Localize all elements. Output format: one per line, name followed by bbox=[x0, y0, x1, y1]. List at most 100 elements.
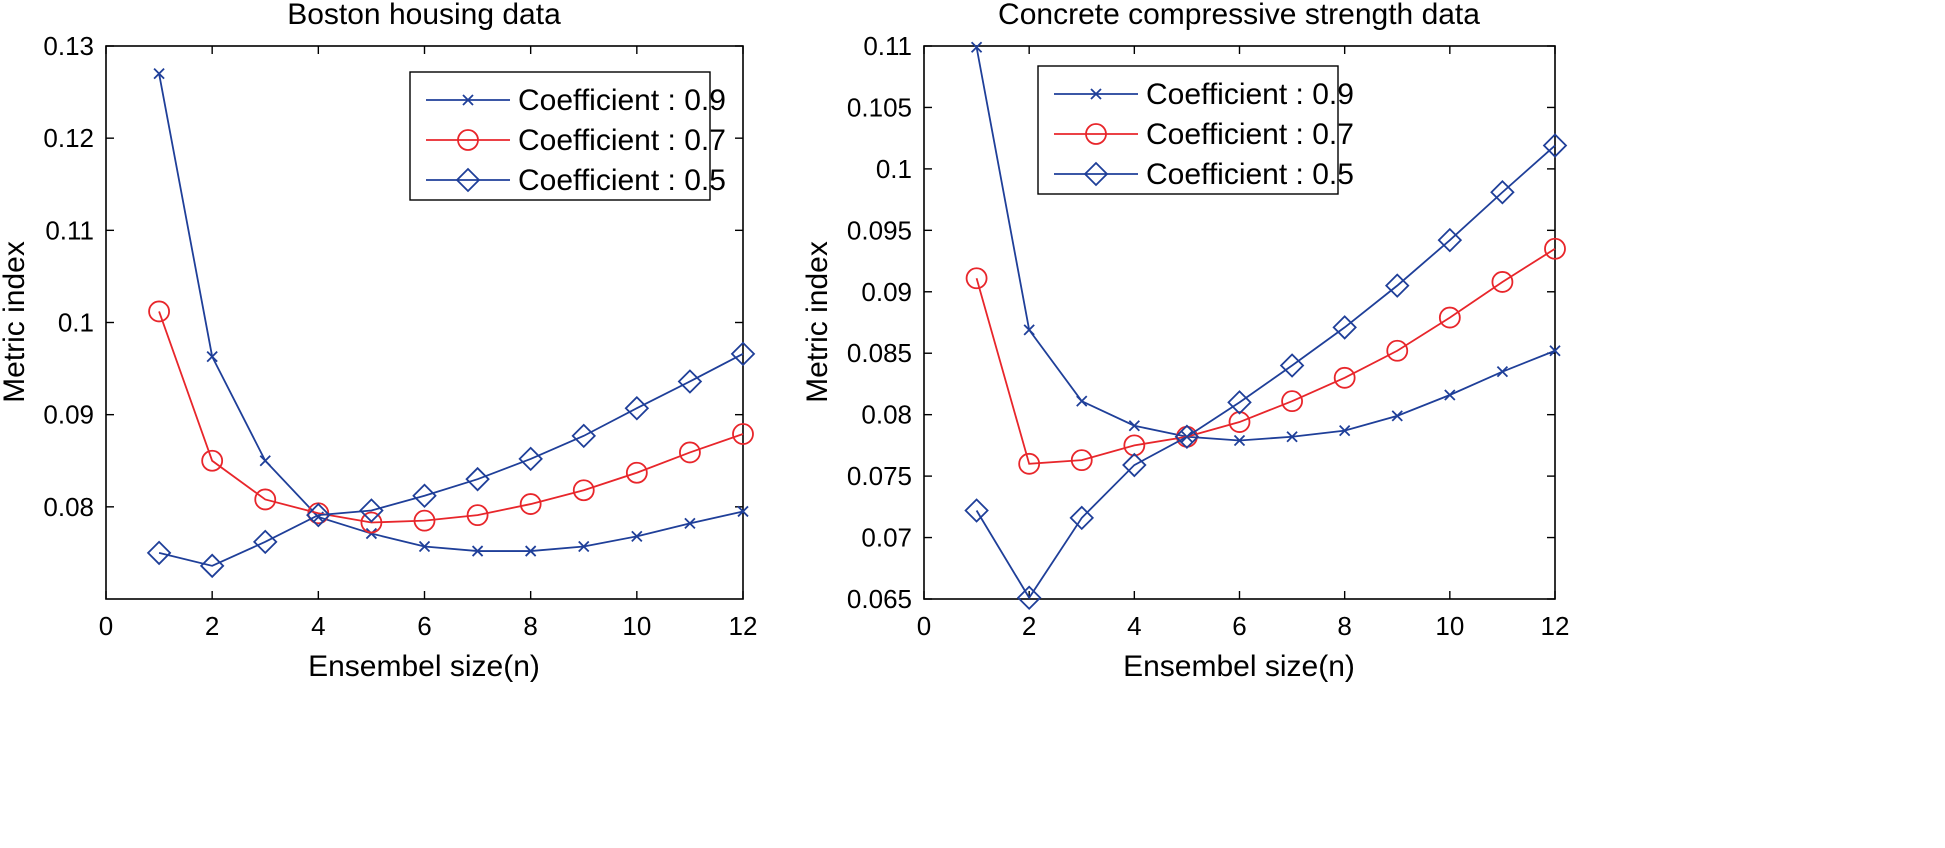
series-line bbox=[975, 144, 1556, 600]
series-line bbox=[158, 353, 744, 567]
data-point bbox=[199, 553, 225, 579]
x-tick-label: 4 bbox=[1127, 611, 1141, 641]
x-axis-label: Ensembel size(n) bbox=[1123, 650, 1355, 683]
data-point bbox=[1386, 339, 1409, 362]
legend-marker bbox=[462, 94, 474, 106]
y-tick-label: 0.09 bbox=[861, 277, 912, 307]
data-point bbox=[259, 455, 271, 467]
data-point bbox=[1490, 179, 1515, 205]
x-tick-label: 2 bbox=[1022, 611, 1036, 641]
x-tick-label: 12 bbox=[1541, 611, 1570, 641]
data-point bbox=[360, 511, 383, 534]
y-tick-label: 0.1 bbox=[876, 154, 912, 184]
data-point bbox=[1339, 425, 1351, 437]
y-tick-label: 0.11 bbox=[45, 215, 94, 245]
data-point bbox=[625, 461, 648, 484]
data-point bbox=[578, 540, 590, 553]
data-point bbox=[1542, 133, 1568, 158]
legend-box bbox=[409, 71, 711, 201]
data-point bbox=[677, 369, 703, 394]
data-point bbox=[206, 350, 218, 363]
legend: Coefficient : 0.9 Coefficient : 0.7 Coeffi… bbox=[1037, 65, 1354, 195]
data-point bbox=[148, 300, 170, 323]
legend-entry: Coefficient : 0.5 bbox=[518, 164, 726, 197]
series-circle bbox=[965, 237, 1566, 475]
x-tick-label: 0 bbox=[917, 611, 931, 641]
data-point bbox=[1122, 452, 1147, 478]
data-point bbox=[1279, 353, 1305, 378]
data-point bbox=[1174, 424, 1200, 450]
y-axis-label: Metric index bbox=[0, 241, 31, 403]
series-diamond bbox=[146, 341, 756, 579]
data-point bbox=[732, 423, 754, 445]
data-point bbox=[572, 479, 595, 502]
data-point bbox=[146, 540, 172, 566]
data-point bbox=[964, 498, 989, 523]
y-tick-label: 0.1 bbox=[58, 308, 94, 338]
data-point bbox=[624, 395, 650, 421]
y-tick-label: 0.075 bbox=[847, 461, 912, 491]
x-tick-label: 6 bbox=[1232, 611, 1246, 641]
y-tick-label: 0.08 bbox=[43, 492, 94, 522]
data-point bbox=[1549, 345, 1561, 357]
legend-entry: Coefficient : 0.5 bbox=[1146, 158, 1354, 191]
chart-title: Concrete compressive strength data bbox=[998, 0, 1480, 31]
data-point bbox=[1016, 585, 1042, 611]
x-tick-label: 6 bbox=[417, 611, 431, 641]
series-diamond bbox=[964, 133, 1568, 611]
series-line bbox=[158, 311, 744, 524]
data-point bbox=[737, 505, 749, 518]
y-tick-label: 0.07 bbox=[861, 523, 912, 553]
data-point bbox=[965, 267, 988, 290]
x-tick-label: 10 bbox=[622, 611, 651, 641]
series-circle bbox=[148, 300, 754, 534]
x-tick-label: 2 bbox=[205, 611, 219, 641]
data-point bbox=[1018, 452, 1041, 475]
data-point bbox=[1281, 390, 1303, 413]
data-point bbox=[306, 502, 331, 528]
chart-title: Boston housing data bbox=[287, 0, 561, 31]
y-tick-label: 0.11 bbox=[863, 31, 912, 61]
data-point bbox=[413, 509, 436, 532]
y-tick-label: 0.095 bbox=[847, 215, 912, 245]
legend-entry: Coefficient : 0.9 bbox=[1146, 78, 1354, 111]
data-point bbox=[252, 529, 278, 555]
data-point bbox=[1227, 390, 1252, 415]
data-point bbox=[1544, 237, 1566, 260]
data-point bbox=[359, 498, 384, 523]
data-point bbox=[201, 449, 224, 472]
x-tick-label: 8 bbox=[1337, 611, 1351, 641]
y-tick-label: 0.085 bbox=[847, 338, 912, 368]
data-point bbox=[1228, 411, 1251, 433]
legend-marker bbox=[1083, 161, 1109, 187]
legend-entry: Coefficient : 0.7 bbox=[518, 124, 726, 157]
data-point bbox=[1286, 431, 1298, 443]
data-point bbox=[1233, 434, 1246, 447]
legend-marker bbox=[1090, 88, 1102, 100]
series-line bbox=[975, 47, 1556, 442]
y-tick-label: 0.13 bbox=[43, 31, 94, 61]
y-tick-label: 0.065 bbox=[847, 584, 912, 614]
data-point bbox=[1128, 420, 1140, 432]
legend-entry: Coefficient : 0.9 bbox=[518, 84, 726, 117]
data-point bbox=[1333, 366, 1356, 389]
data-point bbox=[365, 527, 378, 540]
data-point bbox=[418, 540, 431, 553]
data-point bbox=[465, 466, 490, 492]
data-point bbox=[631, 530, 643, 542]
legend-marker bbox=[1085, 123, 1107, 145]
data-point bbox=[571, 423, 597, 449]
legend: Coefficient : 0.9 Coefficient : 0.7 Coeffi… bbox=[409, 71, 726, 201]
data-point bbox=[1438, 306, 1461, 329]
x-tick-label: 10 bbox=[1435, 611, 1464, 641]
legend-marker bbox=[457, 129, 479, 151]
y-tick-label: 0.08 bbox=[861, 400, 912, 430]
y-axis-label: Metric index bbox=[801, 241, 834, 403]
data-point bbox=[153, 68, 165, 80]
data-point bbox=[466, 504, 489, 527]
data-point bbox=[519, 493, 542, 515]
data-point bbox=[1437, 227, 1463, 253]
legend-entry: Coefficient : 0.7 bbox=[1146, 118, 1354, 151]
y-tick-label: 0.12 bbox=[43, 123, 94, 153]
